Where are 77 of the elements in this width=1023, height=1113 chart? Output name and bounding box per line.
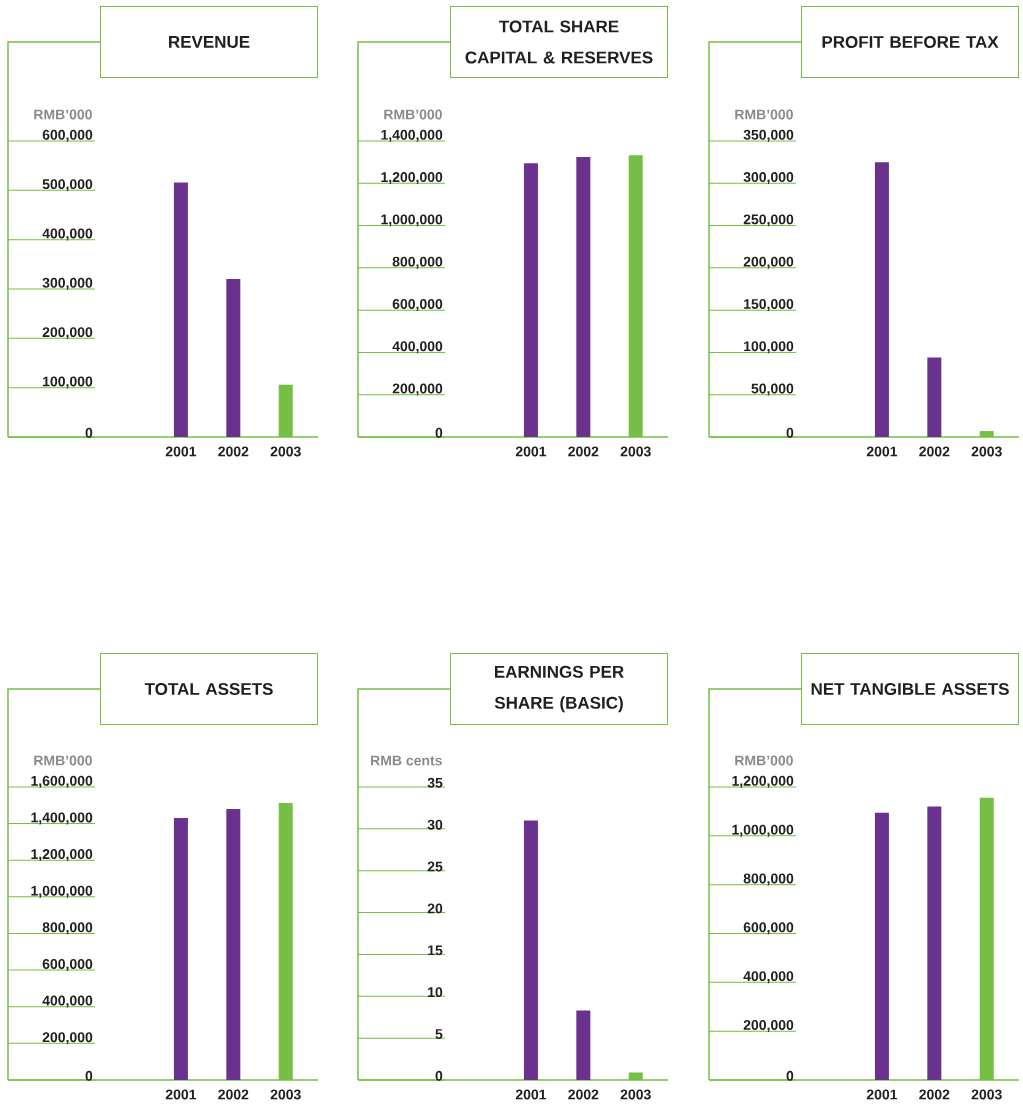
y-tick-label: 0 xyxy=(786,427,794,438)
chart-title: EARNINGS PER SHARE (BASIC) xyxy=(494,665,624,713)
y-tick-label: 200,000 xyxy=(42,327,93,340)
y-tick-label: 1,200,000 xyxy=(381,172,443,185)
x-tick-label: 2002 xyxy=(919,446,950,457)
y-axis-title: RMB’000 xyxy=(34,109,92,120)
x-tick-label: 2001 xyxy=(866,446,898,457)
y-tick-label: 200,000 xyxy=(743,256,794,269)
y-tick-label: 300,000 xyxy=(42,277,93,290)
y-tick-label: 400,000 xyxy=(743,971,794,984)
y-tick-label: 0 xyxy=(85,427,93,438)
y-tick-label: 100,000 xyxy=(43,376,93,389)
y-tick-label: 400,000 xyxy=(42,228,93,241)
x-tick-label: 2003 xyxy=(270,446,301,457)
y-tick-label: 200,000 xyxy=(743,1020,794,1032)
x-tick-label: 2001 xyxy=(515,1089,547,1100)
y-tick-label: 1,200,000 xyxy=(732,775,794,788)
y-axis-title: RMB’000 xyxy=(34,755,92,766)
chart-title: TOTAL SHARE CAPITAL & RESERVES xyxy=(465,20,653,64)
y-tick-label: 10 xyxy=(428,987,443,998)
y-tick-label: 100,000 xyxy=(744,341,794,354)
y-tick-label: 0 xyxy=(786,1070,794,1081)
y-tick-label: 600,000 xyxy=(743,922,794,935)
x-tick-label: 2002 xyxy=(568,446,599,457)
y-tick-label: 5 xyxy=(435,1029,443,1039)
x-tick-label: 2002 xyxy=(919,1089,950,1100)
y-tick-label: 1,600,000 xyxy=(31,775,93,788)
y-tick-label: 400,000 xyxy=(42,995,93,1008)
y-tick-label: 1,000,000 xyxy=(381,214,443,227)
y-tick-label: 35 xyxy=(427,777,443,788)
y-tick-label: 30 xyxy=(427,819,443,830)
y-tick-label: 20 xyxy=(427,903,443,914)
y-axis-title: RMB’000 xyxy=(735,109,793,120)
y-tick-label: 0 xyxy=(435,427,443,438)
y-tick-label: 1,400,000 xyxy=(31,812,93,825)
y-tick-label: 0 xyxy=(435,1070,443,1081)
x-tick-label: 2001 xyxy=(866,1089,898,1100)
x-tick-label: 2001 xyxy=(165,446,197,457)
y-tick-label: 0 xyxy=(85,1070,93,1081)
y-tick-label: 1,000,000 xyxy=(732,824,794,837)
y-axis-title: RMB cents xyxy=(371,755,442,766)
y-axis-title: RMB’000 xyxy=(384,109,442,120)
x-tick-label: 2003 xyxy=(971,1089,1002,1100)
y-tick-label: 200,000 xyxy=(392,383,443,396)
x-tick-label: 2002 xyxy=(218,446,249,457)
y-tick-label: 200,000 xyxy=(42,1032,93,1045)
y-tick-label: 600,000 xyxy=(392,298,443,311)
x-tick-label: 2001 xyxy=(165,1089,197,1100)
y-tick-label: 500,000 xyxy=(42,179,93,192)
y-tick-label: 1,400,000 xyxy=(381,129,443,142)
y-tick-label: 150,000 xyxy=(744,298,794,311)
y-tick-label: 800,000 xyxy=(392,256,443,269)
y-tick-label: 600,000 xyxy=(42,958,93,971)
x-tick-label: 2003 xyxy=(620,446,651,457)
y-tick-label: 25 xyxy=(427,861,443,872)
y-tick-label: 1,200,000 xyxy=(31,849,93,862)
y-tick-label: 800,000 xyxy=(743,873,794,886)
x-tick-label: 2003 xyxy=(270,1089,301,1100)
chart-title: PROFIT BEFORE TAX xyxy=(822,35,999,49)
y-axis-title: RMB’000 xyxy=(735,755,793,766)
y-tick-label: 300,000 xyxy=(743,172,794,185)
chart-title: REVENUE xyxy=(169,36,250,48)
x-tick-label: 2001 xyxy=(515,446,547,457)
x-tick-label: 2003 xyxy=(971,446,1002,457)
y-tick-label: 600,000 xyxy=(42,129,93,142)
y-tick-label: 800,000 xyxy=(42,922,93,935)
x-tick-label: 2003 xyxy=(620,1089,651,1100)
y-tick-label: 1,000,000 xyxy=(31,885,93,898)
y-tick-label: 350,000 xyxy=(743,129,794,142)
y-tick-label: 50,000 xyxy=(751,383,794,396)
x-tick-label: 2002 xyxy=(218,1089,249,1100)
y-tick-label: 400,000 xyxy=(392,341,443,354)
x-tick-label: 2002 xyxy=(568,1089,599,1100)
y-tick-label: 15 xyxy=(428,945,443,956)
y-tick-label: 250,000 xyxy=(743,214,794,227)
chart-title: TOTAL ASSETS xyxy=(144,682,273,696)
chart-title: NET TANGIBLE ASSETS xyxy=(811,682,1009,696)
